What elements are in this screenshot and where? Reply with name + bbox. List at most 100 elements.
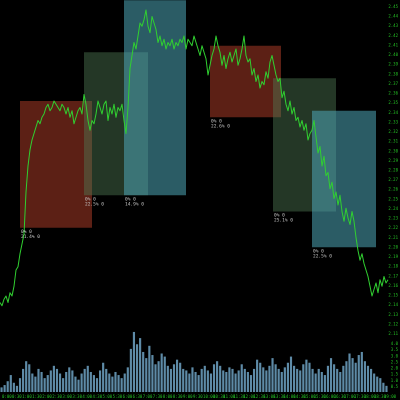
- volume-bar: [126, 367, 129, 392]
- volume-bar: [0, 387, 3, 392]
- time-tick-label: 10:00: [203, 394, 216, 399]
- volume-axis[interactable]: 4.03.53.02.5 2.01.51.00.5: [391, 341, 399, 389]
- volume-bar: [123, 373, 126, 392]
- volume-bar: [237, 370, 240, 392]
- volume-bar: [142, 351, 145, 392]
- volume-bar: [139, 338, 142, 392]
- time-tick-label: 4:30: [92, 394, 102, 399]
- volume-bar: [55, 368, 59, 392]
- range-box-4[interactable]: [210, 45, 281, 118]
- volume-bar: [129, 348, 132, 392]
- time-tick-label: 9:30: [193, 394, 203, 399]
- volume-tick-label: 2.5: [391, 359, 399, 364]
- volume-bar: [216, 361, 219, 392]
- time-tick-label: 11:30: [233, 394, 246, 399]
- range-box-3[interactable]: [124, 0, 186, 196]
- range-box-1-label-bottom: 21.4% 0: [21, 234, 40, 240]
- time-tick-label: 19:00: [384, 394, 397, 399]
- volume-bar: [299, 370, 302, 392]
- price-tick-label: 2.24: [388, 206, 398, 211]
- range-box-3-label-bottom: 14.9% 0: [125, 201, 144, 207]
- volume-bar: [68, 367, 71, 392]
- time-tick-label: 0:30: [12, 394, 22, 399]
- volume-bar: [169, 368, 172, 392]
- range-box-6[interactable]: [312, 110, 376, 248]
- price-tick-label: 2.32: [388, 129, 398, 134]
- range-box-5-label-top: 0% 0: [274, 213, 285, 219]
- volume-bar: [259, 362, 262, 392]
- range-box-1[interactable]: [20, 101, 92, 228]
- volume-bar: [188, 373, 191, 392]
- volume-bar: [376, 376, 379, 392]
- time-tick-label: 1:00: [22, 394, 32, 399]
- volume-bar: [382, 382, 385, 392]
- price-tick-label: 2.26: [388, 187, 398, 192]
- volume-bar: [185, 370, 188, 392]
- time-tick-label: 2:30: [52, 394, 62, 399]
- volume-bar: [49, 370, 52, 392]
- volume-bar: [320, 371, 323, 392]
- volume-bar: [3, 385, 6, 392]
- volume-bar: [280, 371, 283, 392]
- volume-bar: [203, 365, 206, 392]
- time-axis[interactable]: 0:00 0:30 1:00 1:30 2:00 2:30 3:00 3:30 4:00 4:30…: [2, 394, 397, 399]
- volume-bar: [28, 364, 31, 392]
- volume-bar: [200, 368, 203, 392]
- volume-bar: [15, 385, 19, 392]
- volume-tick-label: 2.0: [391, 366, 399, 371]
- volume-bar: [197, 375, 200, 392]
- price-tick-label: 2.22: [388, 225, 398, 230]
- volume-bar: [22, 368, 25, 392]
- volume-bar: [83, 368, 86, 392]
- volume-tick-label: 3.5: [391, 347, 399, 352]
- range-box-6-label-top: 0% 0: [313, 248, 324, 254]
- volume-bar: [175, 359, 179, 392]
- price-tick-label: 2.34: [388, 110, 398, 115]
- time-tick-label: 16:30: [334, 394, 347, 399]
- volume-bar: [148, 345, 151, 392]
- volume-bar: [351, 358, 354, 392]
- price-tick-label: 2.36: [388, 91, 398, 96]
- price-tick-label: 2.18: [388, 264, 398, 269]
- volume-bar: [12, 382, 15, 392]
- time-tick-label: 18:00: [364, 394, 377, 399]
- volume-bar: [25, 361, 28, 392]
- volume-bar: [206, 370, 209, 392]
- time-tick-label: 5:00: [103, 394, 113, 399]
- volume-bar: [342, 365, 345, 392]
- volume-bar: [363, 361, 366, 392]
- price-tick-label: 2.41: [388, 42, 398, 47]
- time-tick-label: 2:00: [42, 394, 52, 399]
- time-tick-label: 10:30: [213, 394, 226, 399]
- volume-bar: [277, 368, 280, 392]
- volume-bar: [182, 368, 185, 392]
- volume-bar: [293, 365, 296, 392]
- price-tick-label: 2.21: [388, 235, 398, 240]
- volume-bar: [265, 370, 268, 392]
- volume-bar: [111, 376, 114, 392]
- volume-bar: [89, 371, 92, 392]
- volume-bar: [360, 351, 363, 392]
- time-tick-label: 12:00: [243, 394, 256, 399]
- volume-bar: [274, 364, 277, 392]
- volume-bar: [46, 375, 49, 392]
- time-tick-label: 17:30: [354, 394, 367, 399]
- price-tick-label: 2.23: [388, 216, 398, 221]
- volume-bar: [385, 385, 388, 392]
- volume-bar: [252, 368, 256, 392]
- volume-bar: [105, 368, 108, 392]
- price-tick-label: 2.25: [388, 196, 398, 201]
- range-box-6-label-bottom: 22.5% 0: [313, 253, 332, 259]
- volume-bar: [369, 368, 373, 392]
- time-tick-label: 4:00: [82, 394, 92, 399]
- range-box-1-label-top: 0% 0: [21, 229, 32, 235]
- range-box-2-label-bottom: 22.5% 0: [85, 201, 104, 207]
- volume-bar: [357, 355, 360, 392]
- volume-bar: [108, 373, 111, 392]
- price-tick-label: 2.37: [388, 81, 398, 86]
- price-axis[interactable]: 2.45 2.44 2.43 2.42 2.41 2.40 2.39 2.38 2.37 2.36…: [388, 4, 398, 336]
- volume-bar: [308, 362, 311, 392]
- price-tick-label: 2.38: [388, 71, 398, 76]
